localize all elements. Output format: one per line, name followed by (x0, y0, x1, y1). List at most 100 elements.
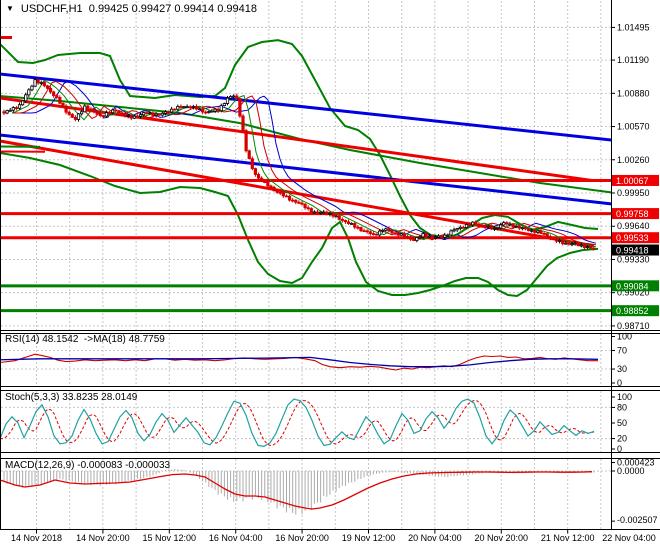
candle-body (11, 107, 15, 111)
candle-body (374, 233, 379, 236)
candle-body (120, 112, 124, 115)
candle-body (433, 237, 438, 239)
candle-body (228, 96, 233, 99)
candle-body (142, 112, 146, 116)
candle-body (2, 111, 6, 114)
candle-body (499, 224, 503, 229)
price-chip (612, 174, 659, 186)
candle-body (514, 225, 518, 228)
candle-body (24, 94, 28, 102)
macd-tick-label: -0.002507 (617, 515, 658, 525)
candle-body (523, 227, 528, 230)
bollinger-upper (1, 39, 599, 241)
rsi-tick-label: 70 (617, 345, 627, 355)
candle-body (166, 111, 171, 114)
candle-body (340, 218, 344, 221)
candle-body (138, 114, 143, 117)
candle-body (343, 220, 348, 223)
price-tick-label: 1.01495 (617, 22, 650, 32)
candle-body (517, 225, 521, 229)
candle-body (219, 105, 223, 112)
candle-body (182, 106, 186, 109)
price-chip (612, 232, 659, 244)
fast-ma-green (11, 79, 597, 248)
candle-body (393, 232, 397, 235)
candle-body (89, 108, 93, 111)
candle-body (570, 243, 574, 246)
symbol-dropdown-icon[interactable]: ▼ (6, 4, 14, 13)
candle-body (436, 235, 441, 238)
main-chart-layer (1, 36, 611, 313)
candles-layer (2, 77, 596, 251)
rsi-panel-label: RSI(14) 48.1542 ->MA(18) 48.7759 (5, 334, 165, 345)
candle-body (505, 222, 509, 225)
candle-body (530, 229, 534, 232)
rsi-tick-label: 30 (617, 364, 627, 374)
candle-body (325, 211, 329, 215)
candle-body (114, 109, 118, 112)
candle-body (170, 108, 174, 113)
candle-body (564, 242, 568, 245)
macd-layer (1, 468, 595, 515)
candle-body (287, 195, 292, 201)
candle-body (467, 224, 472, 226)
candle-body (176, 106, 180, 110)
candle-body (73, 116, 77, 120)
candle-body (129, 115, 133, 119)
candle-body (346, 221, 351, 224)
rsi-tick-label: 0 (617, 378, 622, 388)
candle-body (365, 230, 369, 233)
candle-body (39, 82, 43, 84)
candle-body (381, 229, 385, 232)
candle-body (511, 223, 515, 228)
candle-body (561, 240, 565, 245)
grid-layer (1, 1, 612, 529)
candle-body (213, 108, 217, 112)
fast-ma-red (12, 80, 597, 246)
candle-body (368, 231, 372, 235)
panel-frames (0, 0, 660, 530)
time-tick-label: 20 Nov 20:00 (475, 533, 529, 543)
stoch-tick-label: 80 (617, 402, 627, 412)
candle-body (64, 105, 68, 113)
price-chip-label: 0.99418 (616, 246, 649, 256)
price-tick-label: 0.99950 (617, 188, 650, 198)
candle-body (582, 244, 587, 248)
time-tick-label: 20 Nov 04:00 (408, 533, 462, 543)
candle-body (222, 103, 226, 107)
time-tick-label: 14 Nov 20:00 (76, 533, 130, 543)
blue-channel-lower (1, 133, 611, 206)
price-tick-label: 0.99640 (617, 221, 650, 231)
candle-body (477, 223, 481, 226)
candle-body (443, 234, 447, 238)
candle-body (123, 113, 127, 117)
price-chip-label: 0.98852 (616, 306, 649, 316)
candle-body (145, 112, 149, 114)
candle-body (92, 108, 96, 112)
rsi-line (1, 353, 598, 371)
candle-body (241, 115, 245, 132)
candle-body (542, 233, 546, 235)
stoch-layer (1, 398, 595, 448)
price-tick-label: 1.00880 (617, 88, 650, 98)
candle-body (80, 111, 84, 115)
macd-signal-line (1, 471, 593, 510)
candle-body (526, 228, 531, 232)
candle-body (55, 95, 59, 98)
candle-body (104, 112, 109, 117)
candle-body (225, 97, 230, 104)
candle-body (319, 211, 323, 214)
price-tick-label: 0.99330 (617, 254, 650, 264)
candle-body (396, 232, 400, 236)
candle-body (412, 238, 416, 241)
candle-body (185, 106, 189, 109)
candle-body (315, 211, 320, 214)
price-tick-label: 0.99020 (617, 288, 650, 298)
candle-body (247, 150, 251, 160)
candle-body (83, 105, 87, 113)
candle-body (405, 236, 410, 238)
candle-body (424, 233, 428, 237)
price-tick-label: 1.00260 (617, 155, 650, 165)
candle-body (33, 79, 37, 87)
